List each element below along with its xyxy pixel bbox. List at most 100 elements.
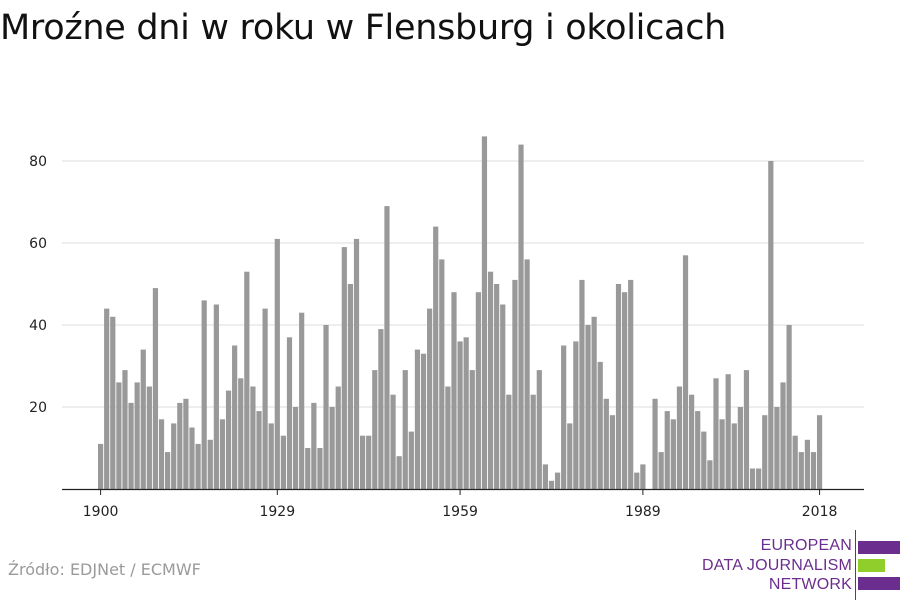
bar-1983 <box>603 398 609 489</box>
logo-line-3: NETWORK <box>768 576 852 593</box>
bar-1959 <box>457 341 463 489</box>
logo-bar-1 <box>858 541 900 554</box>
bar-2008 <box>756 468 762 489</box>
bar-1957 <box>445 386 451 489</box>
bar-2011 <box>774 407 780 489</box>
bar-1921 <box>225 390 232 489</box>
y-axis-labels: 20 40 60 80 <box>29 154 47 416</box>
bar-1966 <box>500 304 506 489</box>
bar-2015 <box>798 452 804 489</box>
bar-1993 <box>664 411 670 489</box>
bar-2004 <box>731 423 737 489</box>
bar-1951 <box>408 431 414 489</box>
bar-2017 <box>810 452 817 489</box>
bar-1909 <box>152 288 159 489</box>
bar-1970 <box>524 259 530 489</box>
bar-1920 <box>219 419 226 489</box>
source-note: Źródło: EDJNet / ECMWF <box>8 560 201 579</box>
bar-1911 <box>165 452 171 489</box>
logo-bar-3 <box>858 577 900 590</box>
bar-1917 <box>201 300 207 489</box>
bar-1979 <box>579 279 585 489</box>
bar-1964 <box>487 271 494 489</box>
bar-1955 <box>433 226 439 489</box>
bar-1952 <box>414 349 421 489</box>
bar-1956 <box>439 259 445 489</box>
bar-2014 <box>792 435 798 489</box>
bar-1962 <box>475 292 481 489</box>
bar-1999 <box>701 431 707 489</box>
bar-1953 <box>420 353 427 489</box>
bar-1924 <box>244 271 250 489</box>
bar-1971 <box>530 394 536 489</box>
bar-1946 <box>378 329 384 489</box>
bar-1992 <box>658 452 664 489</box>
y-tick-label: 60 <box>29 236 47 252</box>
bar-1978 <box>573 341 579 489</box>
bar-1934 <box>305 448 311 489</box>
bar-1905 <box>128 402 134 489</box>
bar-1928 <box>268 423 274 489</box>
bar-1973 <box>542 464 548 489</box>
bar-1986 <box>621 292 628 489</box>
x-tick-label: 1959 <box>442 504 478 520</box>
bar-1904 <box>122 370 128 489</box>
bar-2000 <box>707 460 713 489</box>
bar-1984 <box>609 415 616 489</box>
logo-line-2: DATA JOURNALISM <box>702 557 852 574</box>
bar-1996 <box>682 255 689 489</box>
x-axis <box>62 488 864 495</box>
bar-1926 <box>256 411 262 489</box>
bar-1947 <box>384 206 390 489</box>
bar-1915 <box>189 427 195 489</box>
bar-1961 <box>469 370 475 489</box>
bar-1963 <box>481 136 488 489</box>
bar-2002 <box>719 419 725 489</box>
bar-1914 <box>183 398 189 489</box>
bar-1939 <box>335 386 341 489</box>
bar-1942 <box>353 238 360 489</box>
bar-1987 <box>628 279 634 489</box>
bar-1925 <box>250 386 256 489</box>
bar-1989 <box>640 464 646 489</box>
bar-1975 <box>554 472 561 489</box>
bar-1944 <box>366 435 372 489</box>
bar-2003 <box>725 374 731 489</box>
bar-1910 <box>158 419 165 489</box>
bar-1930 <box>280 435 286 489</box>
bar-1906 <box>134 382 140 489</box>
bar-1965 <box>494 284 500 489</box>
bar-1919 <box>213 304 219 489</box>
bar-1995 <box>676 386 683 489</box>
x-tick-label: 1900 <box>83 504 119 520</box>
bar-1927 <box>262 308 268 489</box>
bar-1923 <box>238 378 244 489</box>
bar-1902 <box>110 316 116 489</box>
y-tick-label: 80 <box>29 154 47 170</box>
bar-1967 <box>506 394 512 489</box>
bar-2018 <box>816 415 823 489</box>
bars <box>98 136 823 489</box>
bar-1938 <box>329 407 335 489</box>
bar-1988 <box>634 472 640 489</box>
bar-1969 <box>518 144 524 489</box>
x-tick-label: 1929 <box>259 504 295 520</box>
bar-1931 <box>286 337 293 489</box>
bar-2016 <box>804 439 810 489</box>
bar-1936 <box>317 448 323 489</box>
bar-1948 <box>390 394 396 489</box>
bar-1929 <box>274 238 280 489</box>
x-axis-labels: 1900 1929 1959 1989 2018 <box>83 504 838 520</box>
chart-title: Mroźne dni w roku w Flensburg i okolicac… <box>0 8 727 48</box>
bar-1932 <box>292 407 299 489</box>
bar-1985 <box>615 284 622 489</box>
bar-1900 <box>98 443 104 489</box>
bar-1968 <box>512 279 518 489</box>
bar-1943 <box>359 435 366 489</box>
bar-1922 <box>232 345 238 489</box>
x-tick-label: 2018 <box>802 504 838 520</box>
bar-1908 <box>146 386 152 489</box>
bar-1941 <box>347 284 354 489</box>
bar-1945 <box>372 370 378 489</box>
bar-1937 <box>323 325 329 489</box>
